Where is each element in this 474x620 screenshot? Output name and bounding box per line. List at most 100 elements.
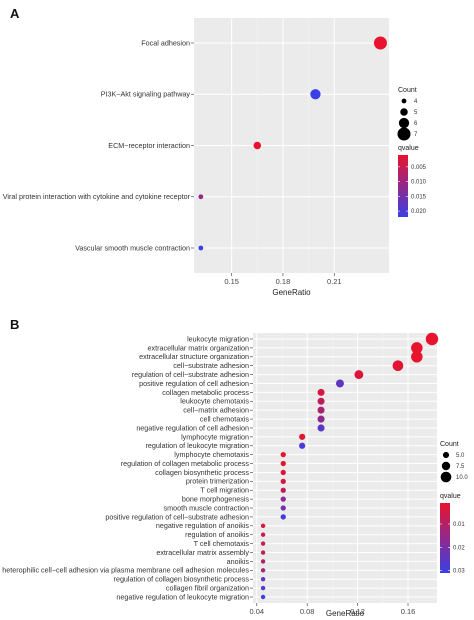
data-point [310, 89, 321, 100]
y-tick-label: leukocyte chemotaxis [180, 397, 249, 406]
color-legend-label: 0.01 [453, 522, 465, 528]
data-point [280, 469, 286, 476]
data-point [280, 487, 286, 493]
size-legend-label: 5.0 [456, 453, 465, 459]
data-point [354, 370, 364, 380]
data-point [260, 585, 266, 591]
data-point [260, 577, 266, 582]
size-legend-key [398, 117, 410, 129]
y-tick-label: T cell chemotaxis [194, 539, 250, 548]
y-tick-label: regulation of anoikis [185, 530, 249, 539]
x-tick-label: 0.08 [300, 607, 315, 616]
data-point [280, 452, 286, 458]
y-tick-label: Viral protein interaction with cytokine … [3, 192, 191, 201]
data-point [425, 332, 439, 346]
y-tick-label: PI3K−Akt signaling pathway [101, 90, 191, 99]
y-tick-label: smooth muscle contraction [164, 503, 250, 512]
y-tick-label: regulation of collagen biosynthetic proc… [114, 575, 250, 584]
y-tick-label: regulation of collagen metabolic process [121, 459, 250, 468]
data-point [260, 559, 266, 564]
panel-a-legend: Count 4 5 6 7 qvalue 0.005 0.010 0.015 0.020 [397, 87, 427, 217]
panel-b-plot-area [253, 333, 437, 603]
data-point [335, 379, 344, 388]
data-point [299, 442, 306, 449]
data-point [260, 594, 266, 600]
y-tick-label: cell−matrix adhesion [183, 406, 249, 415]
y-tick-label: anoikis [227, 557, 250, 566]
data-point [260, 550, 266, 555]
size-legend-label: 10.0 [456, 475, 468, 481]
y-tick-label: cell−substrate adhesion [173, 361, 249, 370]
size-legend-label: 5 [414, 110, 418, 116]
size-legend-title: Count [398, 87, 417, 94]
color-legend-label: 0.005 [411, 165, 427, 171]
color-legend-label: 0.010 [411, 180, 427, 186]
y-tick-label: positive regulation of cell−substrate ad… [105, 512, 249, 521]
panel-b-legend: Count 5.0 7.5 10.0 qvalue 0.01 0.02 0.03 [440, 441, 468, 575]
y-tick-label: extracellular matrix organization [148, 343, 249, 352]
y-tick-label: lymphocyte chemotaxis [174, 450, 249, 459]
x-tick-label: 0.21 [327, 277, 342, 286]
y-tick-label: lymphocyte migration [181, 432, 249, 441]
panel-a: A Focal adhesion PI3K−Akt signaling pathw… [3, 6, 427, 297]
color-legend-label: 0.015 [411, 194, 427, 200]
y-tick-label: Focal adhesion [141, 38, 190, 47]
y-tick-label: negative regulation of leukocyte migrati… [116, 592, 249, 601]
color-legend-label: 0.020 [411, 209, 427, 215]
data-point [198, 245, 204, 251]
color-legend-label: 0.02 [453, 545, 465, 551]
y-tick-label: extracellular structure organization [139, 352, 249, 361]
data-point [317, 424, 325, 432]
y-tick-label: Vascular smooth muscle contraction [75, 243, 190, 252]
y-tick-label: extracellular matrix assembly [156, 548, 249, 557]
size-legend-key [397, 127, 411, 141]
data-point [411, 342, 423, 354]
color-legend-label: 0.03 [453, 569, 465, 575]
data-point [280, 505, 286, 511]
panel-b-label: B [10, 317, 19, 332]
size-legend-label: 7 [414, 132, 418, 138]
x-tick-label: 0.12 [350, 607, 365, 616]
color-legend-title: qvalue [398, 145, 419, 152]
data-point [317, 406, 325, 414]
panel-a-label: A [10, 6, 20, 21]
size-legend-label: 7.5 [456, 464, 465, 470]
data-point [280, 514, 286, 520]
data-point [260, 541, 266, 546]
y-tick-label: heterophilic cell−cell adhesion via plas… [2, 566, 249, 575]
data-point [373, 36, 387, 50]
data-point [260, 523, 266, 529]
data-point [260, 568, 266, 573]
data-point [299, 433, 306, 440]
y-tick-label: ECM−receptor interaction [108, 141, 190, 150]
y-tick-label: T cell migration [200, 486, 249, 495]
data-point [260, 532, 266, 537]
color-legend-title: qvalue [440, 493, 461, 500]
data-point [280, 496, 286, 502]
x-tick-label: 0.15 [224, 277, 239, 286]
y-tick-label: negative regulation of cell adhesion [136, 423, 249, 432]
size-legend-key [441, 461, 451, 471]
size-legend-key [401, 98, 407, 104]
y-tick-label: regulation of leukocyte migration [146, 441, 249, 450]
panel-b-x-axis-title: GeneRatio [326, 609, 365, 618]
y-tick-label: negative regulation of anoikis [156, 521, 250, 530]
data-point [280, 478, 286, 484]
y-tick-label: positive regulation of cell adhesion [139, 379, 249, 388]
data-point [317, 415, 325, 423]
size-legend-label: 4 [414, 99, 418, 105]
data-point [317, 388, 325, 396]
data-point [392, 360, 404, 372]
y-tick-label: cell chemotaxis [200, 414, 250, 423]
y-tick-label: collagen metabolic process [162, 388, 249, 397]
size-legend-key [440, 471, 452, 483]
data-point [280, 460, 286, 467]
data-point [253, 141, 262, 150]
x-tick-label: 0.04 [249, 607, 264, 616]
y-tick-label: collagen fibril organization [166, 584, 249, 593]
size-legend-label: 6 [414, 121, 418, 127]
size-legend-key [442, 451, 450, 459]
size-legend-key [400, 108, 408, 116]
